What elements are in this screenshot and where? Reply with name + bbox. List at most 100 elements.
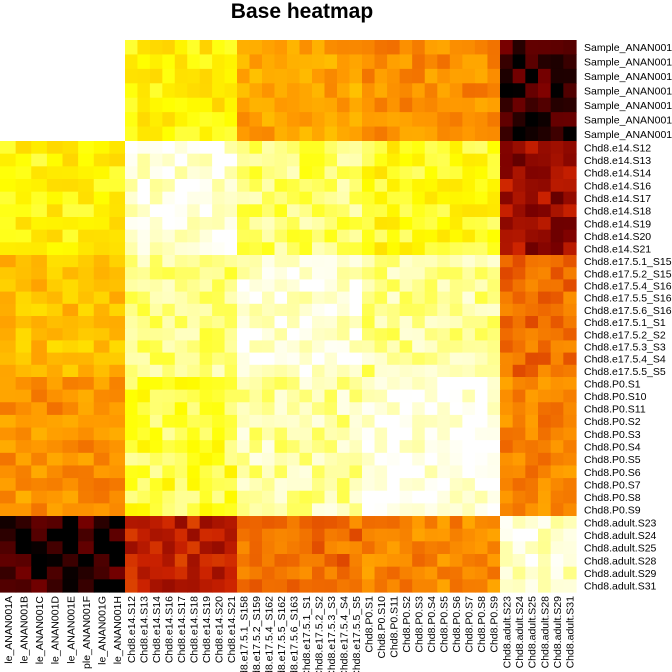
heatmap-cell <box>563 554 577 568</box>
column-label: ple_ANAN001F <box>81 596 93 669</box>
heatmap-cell <box>349 291 363 305</box>
heatmap-cell <box>374 112 388 128</box>
heatmap-cell <box>387 267 401 280</box>
heatmap-cell <box>362 303 376 317</box>
heatmap-cell <box>187 566 201 580</box>
heatmap-cell <box>563 452 577 467</box>
heatmap-cell <box>199 126 213 142</box>
heatmap-cell <box>249 503 263 517</box>
heatmap-cell <box>437 452 451 467</box>
heatmap-cell <box>487 291 501 305</box>
heatmap-cell <box>15 427 32 441</box>
heatmap-cell <box>437 478 451 492</box>
heatmap-cell <box>274 452 288 467</box>
heatmap-cell <box>93 291 110 305</box>
heatmap-cell <box>46 204 64 218</box>
heatmap-cell <box>538 54 552 70</box>
heatmap-cell <box>125 503 139 517</box>
row-label: Sample_ANAN001 <box>584 71 672 83</box>
heatmap-cell <box>299 440 313 454</box>
heatmap-cell <box>262 166 276 180</box>
heatmap-cell <box>525 478 539 492</box>
heatmap-cell <box>78 328 95 341</box>
heatmap-cell <box>274 279 288 293</box>
heatmap-cell <box>349 97 363 113</box>
row-label: Chd8.e14.S14 <box>584 168 651 180</box>
heatmap-cell <box>462 166 476 180</box>
heatmap-cell <box>262 153 276 167</box>
heatmap-cell <box>262 452 276 467</box>
heatmap-cell <box>109 554 126 568</box>
heatmap-cell <box>563 291 577 305</box>
heatmap-cell <box>462 229 476 243</box>
heatmap-cell <box>46 279 64 293</box>
heatmap-cell <box>93 566 110 580</box>
heatmap-cell <box>125 566 139 580</box>
heatmap-cell <box>512 83 526 99</box>
heatmap-cell <box>387 68 401 84</box>
heatmap-cell <box>337 389 351 403</box>
heatmap-cell <box>374 452 388 467</box>
heatmap-cell <box>462 340 476 354</box>
heatmap-cell <box>474 126 489 142</box>
heatmap-cell <box>437 352 451 366</box>
heatmap-cell <box>324 352 338 366</box>
heatmap-cell <box>512 204 526 218</box>
heatmap-cell <box>249 217 263 231</box>
heatmap-cell <box>274 440 288 454</box>
heatmap-cell <box>224 516 238 530</box>
heatmap-cell <box>162 68 176 84</box>
heatmap-cell <box>500 179 514 193</box>
heatmap-cell <box>312 153 326 167</box>
heatmap-cell <box>324 166 338 180</box>
heatmap-cell <box>550 191 564 205</box>
heatmap-cell <box>412 316 426 329</box>
heatmap-cell <box>374 242 388 256</box>
heatmap-cell <box>424 267 438 280</box>
heatmap-cell <box>487 402 501 416</box>
heatmap-cell <box>349 179 363 193</box>
heatmap-cell <box>512 316 526 329</box>
heatmap-cell <box>337 112 351 128</box>
heatmap-cell <box>563 217 577 231</box>
heatmap-cell <box>109 279 126 293</box>
heatmap-cell <box>78 528 95 542</box>
heatmap-cell <box>249 452 263 467</box>
heatmap-cell <box>137 242 151 256</box>
heatmap-cell <box>324 340 338 354</box>
heatmap-cell <box>550 316 564 329</box>
heatmap-cell <box>199 402 213 416</box>
heatmap-cell <box>387 503 401 517</box>
heatmap-cell <box>0 340 17 354</box>
heatmap-cell <box>487 503 501 517</box>
heatmap-cell <box>109 352 126 366</box>
heatmap-cell <box>287 579 301 593</box>
heatmap-cell <box>299 352 313 366</box>
heatmap-cell <box>274 242 288 256</box>
heatmap-cell <box>399 54 413 70</box>
heatmap-cell <box>212 179 226 193</box>
heatmap-cell <box>387 554 401 568</box>
heatmap-cell <box>324 112 338 128</box>
heatmap-cell <box>62 229 79 243</box>
heatmap-cell <box>0 352 17 366</box>
heatmap-cell <box>299 389 313 403</box>
heatmap-cell <box>125 40 139 56</box>
heatmap-cell <box>78 316 95 329</box>
heatmap-cell <box>550 112 564 128</box>
column-label: Chd8.P0.S6 <box>451 596 463 653</box>
heatmap-cell <box>399 141 413 155</box>
heatmap-cell <box>187 204 201 218</box>
heatmap-cell <box>174 389 188 403</box>
heatmap-cell <box>437 229 451 243</box>
heatmap-cell <box>249 516 263 530</box>
heatmap-cell <box>474 97 489 113</box>
heatmap-cell <box>412 402 426 416</box>
heatmap-cell <box>538 340 552 354</box>
heatmap-cell <box>0 503 17 517</box>
heatmap-cell <box>174 427 188 441</box>
heatmap-cell <box>337 377 351 391</box>
heatmap-cell <box>487 465 501 479</box>
heatmap-cell <box>237 126 251 142</box>
